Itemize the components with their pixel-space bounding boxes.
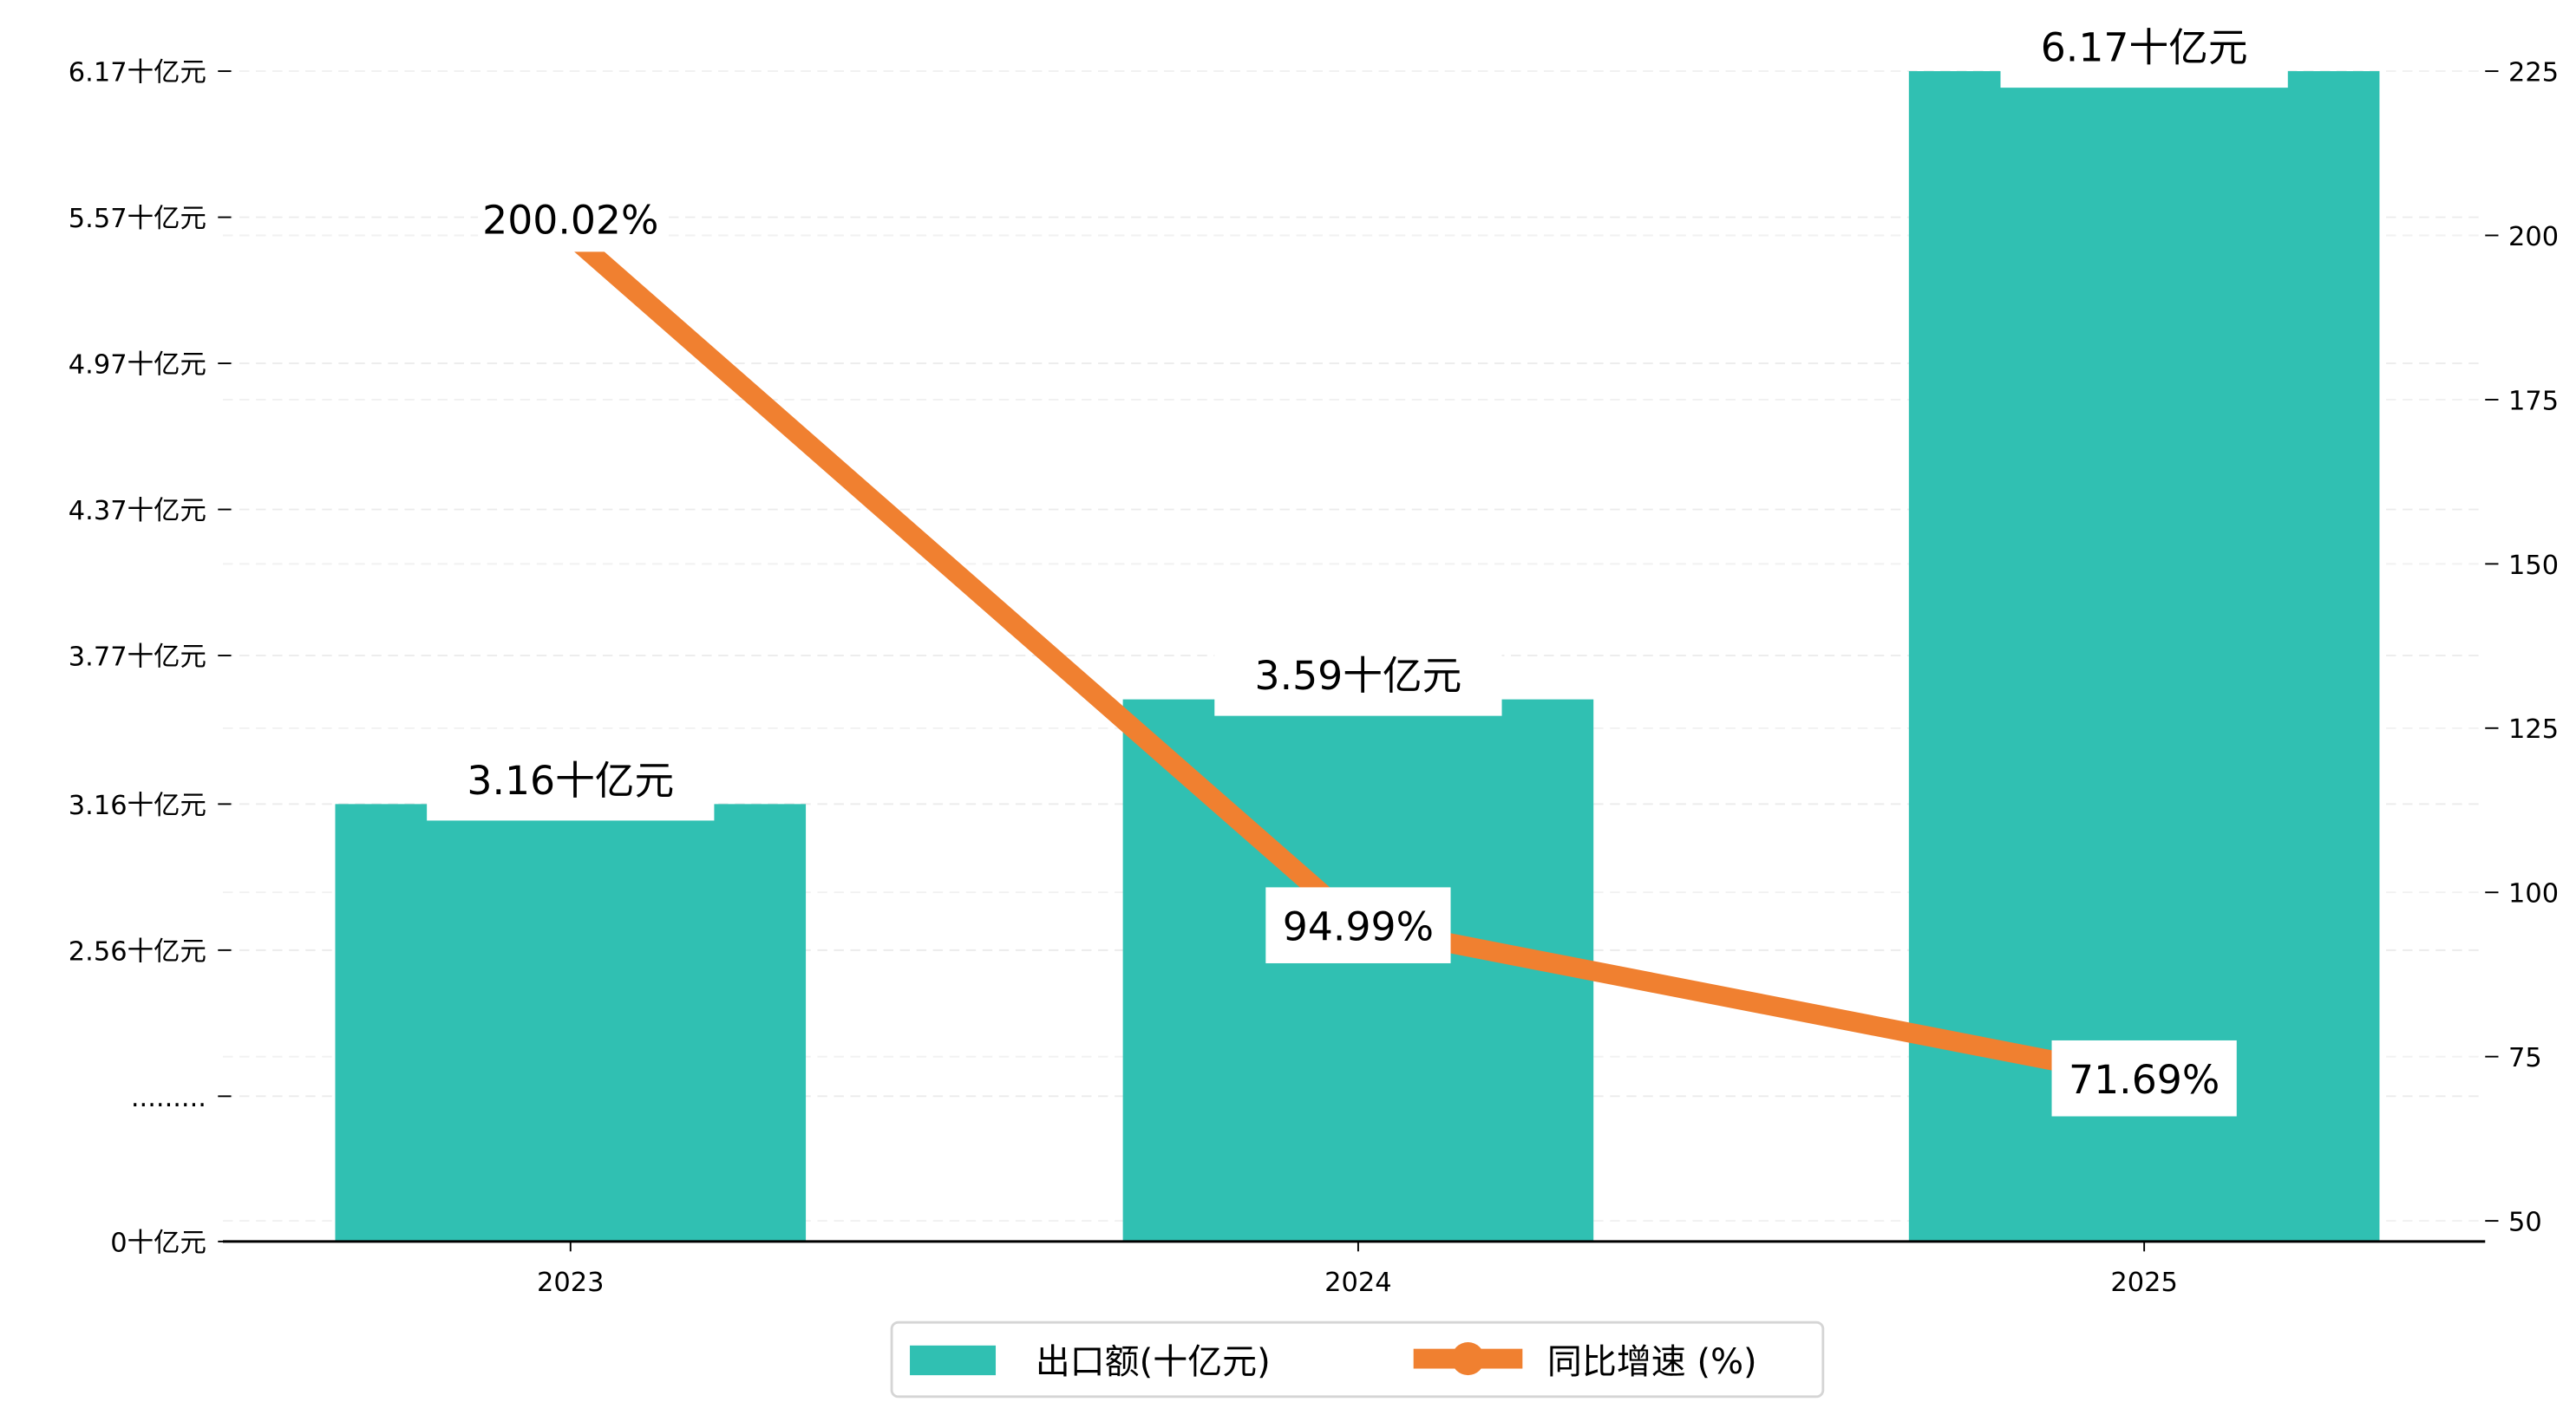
legend-line-label: 同比增速 (%): [1547, 1342, 1757, 1382]
line-label-bg: [478, 186, 664, 252]
left-tick-label: 4.97十亿元: [69, 349, 206, 380]
legend-line-marker: [1451, 1342, 1485, 1376]
x-tick-label: 2025: [2110, 1268, 2178, 1298]
line-label-bg: [1265, 887, 1451, 963]
legend-bar-swatch: [910, 1345, 997, 1376]
left-tick-label: 5.57十亿元: [69, 204, 206, 234]
legend: 出口额(十亿元) 同比增速 (%): [890, 1320, 1825, 1399]
left-tick-label: 6.17十亿元: [69, 57, 206, 88]
bar-label-bg: [2000, 15, 2288, 88]
x-tick-label: 2023: [537, 1268, 605, 1298]
right-tick-label: 175: [2508, 386, 2559, 416]
right-tick-label: 200: [2508, 222, 2559, 252]
right-tick-label: 50: [2508, 1208, 2542, 1238]
data-labels: 3.16十亿元 3.59十亿元 6.17十亿元 200.02% 94.99% 71.69%: [427, 15, 2288, 1117]
left-tick-label: 2.56十亿元: [69, 936, 206, 967]
left-tick-label: 3.77十亿元: [69, 642, 206, 672]
line-label-bg: [2051, 1040, 2237, 1117]
bar-label-bg: [427, 747, 715, 821]
right-tick-label: 125: [2508, 714, 2559, 745]
line-value-label: 71.69%: [2069, 1057, 2220, 1103]
axes: 0十亿元......... 2.56十亿元 3.16十亿元 3.77十亿元 4.37十亿…: [69, 57, 2559, 1298]
bar-label-bg: [1214, 642, 1502, 716]
right-tick-label: 150: [2508, 551, 2559, 581]
bar-value-label: 3.16十亿元: [467, 758, 674, 804]
right-tick-label: 100: [2508, 879, 2559, 910]
line-value-label: 94.99%: [1283, 903, 1434, 949]
line-value-label: 200.02%: [482, 197, 658, 243]
left-tick-label: 4.37十亿元: [69, 496, 206, 526]
left-tick-label: 0十亿元: [110, 1228, 206, 1258]
left-tick-label: 3.16十亿元: [69, 791, 206, 821]
bar-value-label: 6.17十亿元: [2041, 25, 2248, 71]
x-tick-label: 2024: [1324, 1268, 1392, 1298]
bar-value-label: 3.59十亿元: [1255, 653, 1462, 699]
legend-bar-label: 出口额(十亿元): [1036, 1342, 1271, 1382]
right-tick-label: 225: [2508, 57, 2559, 88]
left-tick-label: .........: [131, 1083, 206, 1113]
bar-2023: [335, 804, 807, 1242]
legend-box: [890, 1320, 1825, 1399]
right-tick-label: 75: [2508, 1043, 2542, 1073]
